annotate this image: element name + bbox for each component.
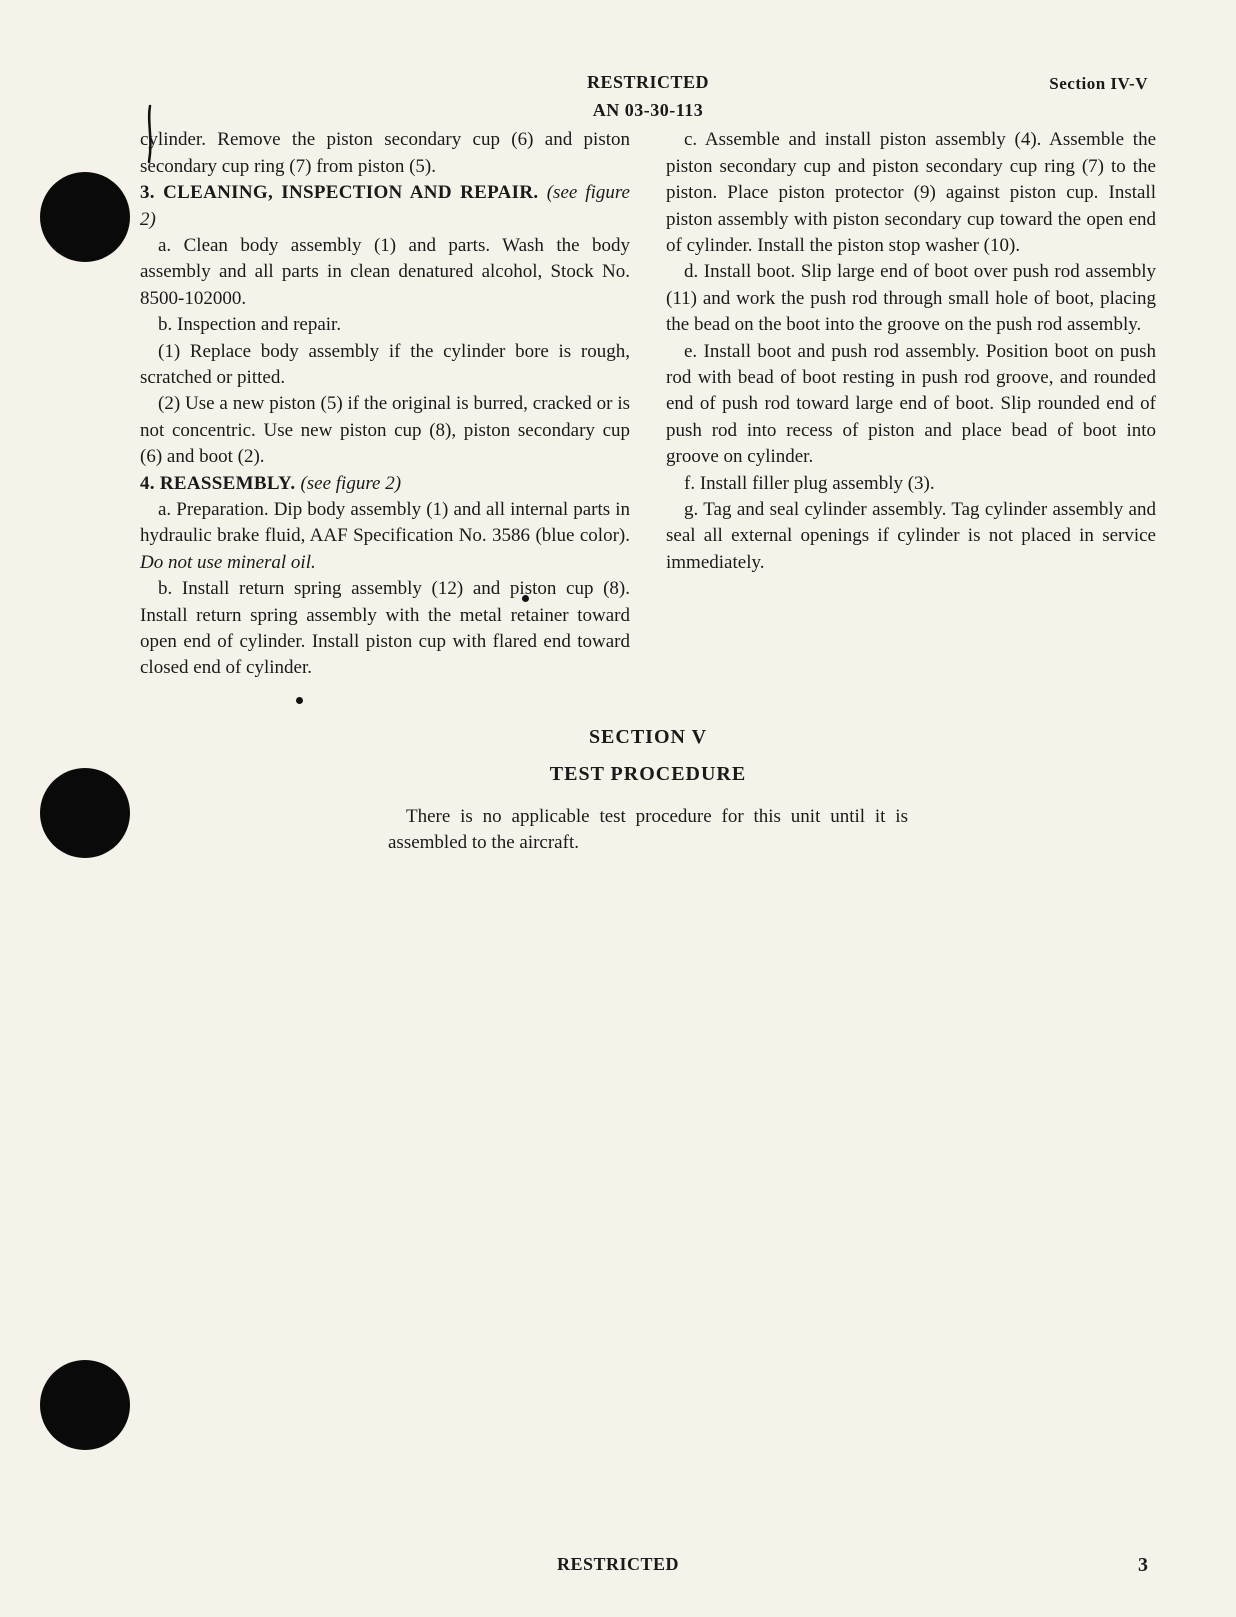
scan-artifact-dot (522, 595, 529, 602)
paragraph-text: a. Preparation. Dip body assembly (1) an… (140, 499, 630, 546)
paragraph: a. Clean body assembly (1) and parts. Wa… (140, 233, 630, 312)
section-heading-4: 4. REASSEMBLY. (see figure 2) (140, 471, 630, 497)
page-number: 3 (1138, 1554, 1148, 1577)
paragraph: f. Install filler plug assembly (3). (666, 471, 1156, 497)
scan-artifact-dot (296, 697, 303, 704)
left-column: cylinder. Remove the piston secondary cu… (140, 127, 630, 682)
binder-hole (40, 768, 130, 858)
paragraph: a. Preparation. Dip body assembly (1) an… (140, 497, 630, 576)
heading-bold: 3. CLEANING, INSPECTION AND REPAIR. (140, 182, 547, 203)
paragraph: g. Tag and seal cylinder assembly. Tag c… (666, 497, 1156, 576)
section-v-body: There is no applicable test procedure fo… (388, 804, 908, 857)
paragraph: d. Install boot. Slip large end of boot … (666, 259, 1156, 338)
section-heading-3: 3. CLEANING, INSPECTION AND REPAIR. (see… (140, 180, 630, 233)
paragraph: b. Inspection and repair. (140, 312, 630, 338)
document-page: Section IV-V RESTRICTED AN 03-30-113 cyl… (0, 0, 1236, 1617)
classification-header-top: RESTRICTED (140, 70, 1156, 94)
paragraph: b. Install return spring assembly (12) a… (140, 576, 630, 682)
section-v-title: SECTION V (140, 726, 1156, 749)
document-number: AN 03-30-113 (140, 100, 1156, 121)
paragraph: There is no applicable test procedure fo… (388, 804, 908, 857)
section-v-subtitle: TEST PROCEDURE (140, 763, 1156, 786)
section-label: Section IV-V (1049, 74, 1148, 94)
paragraph: cylinder. Remove the piston secondary cu… (140, 127, 630, 180)
binder-hole (40, 172, 130, 262)
heading-italic: (see figure 2) (300, 473, 401, 494)
heading-bold: 4. REASSEMBLY. (140, 473, 300, 494)
binder-hole (40, 1360, 130, 1450)
two-column-body: cylinder. Remove the piston secondary cu… (140, 127, 1156, 682)
paragraph: e. Install boot and push rod assembly. P… (666, 339, 1156, 471)
paragraph-italic: Do not use mineral oil. (140, 552, 316, 573)
classification-footer: RESTRICTED (0, 1554, 1236, 1575)
paragraph: (2) Use a new piston (5) if the original… (140, 391, 630, 470)
paragraph: c. Assemble and install piston assembly … (666, 127, 1156, 259)
paragraph: (1) Replace body assembly if the cylinde… (140, 339, 630, 392)
right-column: c. Assemble and install piston assembly … (666, 127, 1156, 682)
scan-artifact-mark (144, 104, 156, 164)
